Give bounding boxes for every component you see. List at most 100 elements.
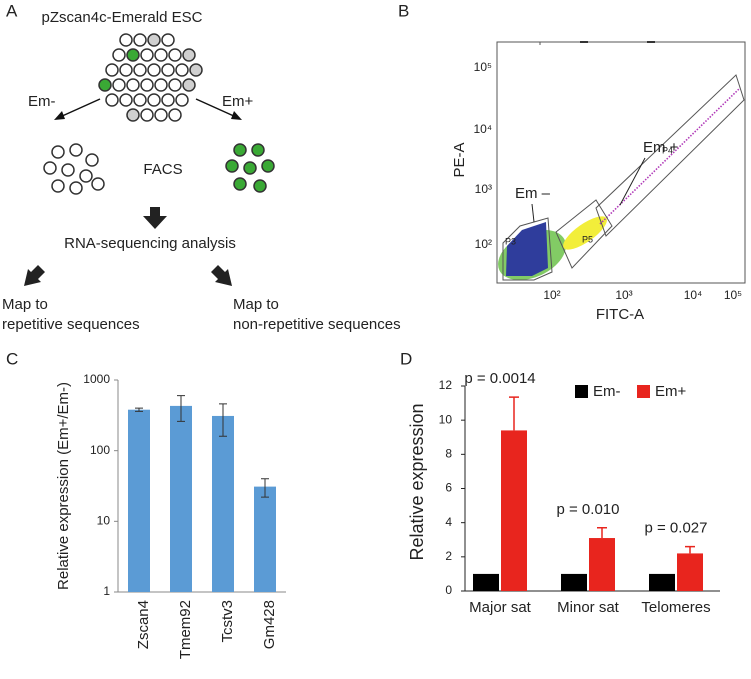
thick-arrow: [211, 265, 232, 286]
y-axis-label: PE-A: [451, 142, 468, 177]
event-trail: [599, 87, 741, 225]
gate: [555, 199, 613, 269]
cell: [119, 63, 133, 77]
error-bar: [219, 403, 227, 437]
diagram: pZscan4c-Emerald ESC Em- Em+ FACS RNA-se…: [2, 9, 401, 333]
cell: [161, 63, 175, 77]
cell: [112, 48, 126, 62]
cell: [98, 78, 112, 92]
cell: [182, 48, 196, 62]
y-tick-label: 12: [439, 378, 453, 392]
y-tick-label: 10: [439, 412, 453, 426]
cell: [140, 78, 154, 92]
output-text: Map to: [2, 296, 48, 313]
bar: [473, 573, 499, 591]
cell: [161, 93, 175, 107]
cell: [91, 177, 105, 191]
p-value: p = 0.010: [557, 501, 620, 518]
x-tick-label: Major sat: [469, 599, 532, 616]
cell: [69, 181, 83, 195]
y-tick-label: 100: [90, 443, 110, 457]
cell: [261, 159, 275, 173]
cell: [189, 63, 203, 77]
legend-swatch: [637, 385, 650, 398]
y-axis-label: Relative expression (Em+/Em-): [55, 382, 72, 590]
cell: [140, 48, 154, 62]
y-axis-label: Relative expression: [407, 403, 427, 560]
x-tick-label: 10⁴: [684, 288, 703, 302]
y-tick-label: 10²: [475, 237, 492, 251]
cell: [225, 159, 239, 173]
cell-cluster: [43, 33, 275, 195]
event-cloud: [563, 216, 607, 250]
output-text: repetitive sequences: [2, 316, 140, 333]
output-text: Map to: [233, 296, 279, 313]
legend-label: Em-: [593, 383, 621, 400]
x-tick-label: Tcstv3: [219, 600, 236, 643]
arrow: [59, 98, 101, 118]
gate-label: P4: [662, 145, 673, 155]
error-bar: [177, 395, 185, 422]
cell: [105, 93, 119, 107]
bar: [254, 486, 276, 592]
cell: [233, 143, 247, 157]
cell: [61, 163, 75, 177]
cell: [119, 33, 133, 47]
cell: [154, 108, 168, 122]
bar: [170, 405, 192, 592]
cell: [140, 108, 154, 122]
y-tick-label: 0: [445, 583, 452, 597]
population-label: Em +: [643, 139, 679, 156]
gate: [502, 217, 553, 281]
x-tick-label: Minor sat: [557, 599, 620, 616]
method-label: FACS: [143, 161, 182, 178]
y-tick-label: 4: [445, 515, 452, 529]
bar: [501, 430, 527, 591]
panel-label: A: [6, 1, 18, 20]
panel-label: C: [6, 349, 18, 368]
x-tick-label: 10³: [615, 288, 632, 302]
error-bar: [597, 527, 607, 539]
cell: [154, 78, 168, 92]
y-tick-label: 2: [445, 549, 452, 563]
cell: [243, 161, 257, 175]
arrowhead: [231, 111, 242, 120]
y-tick-label: 10³: [475, 182, 492, 196]
error-bar: [261, 478, 269, 498]
cell: [233, 177, 247, 191]
cell: [182, 78, 196, 92]
cell: [79, 169, 93, 183]
cell: [126, 78, 140, 92]
x-tick-label: 10⁵: [724, 288, 742, 302]
pointer: [531, 203, 535, 223]
cell: [105, 63, 119, 77]
cell: [147, 33, 161, 47]
arrow: [195, 98, 237, 118]
analysis-label: RNA-sequencing analysis: [64, 235, 236, 252]
cell: [168, 108, 182, 122]
bar: [649, 573, 675, 591]
y-tick-label: 6: [445, 481, 452, 495]
y-tick-label: 1: [103, 584, 110, 598]
gate-label: P3: [505, 236, 516, 246]
cell: [51, 145, 65, 159]
cell: [175, 63, 189, 77]
cell: [251, 143, 265, 157]
cell: [119, 93, 133, 107]
y-tick-label: 10⁵: [474, 60, 492, 74]
legend-label: Em+: [655, 383, 687, 400]
gate-label: P5: [582, 234, 593, 244]
cell: [168, 48, 182, 62]
legend-swatch: [575, 385, 588, 398]
diagram-title: pZscan4c-Emerald ESC: [42, 9, 203, 26]
cell: [133, 33, 147, 47]
left-label: Em-: [28, 93, 56, 110]
cell: [112, 78, 126, 92]
x-axis-label: FITC-A: [596, 306, 644, 323]
population-label: Em –: [515, 185, 551, 202]
thick-arrow: [143, 207, 167, 229]
y-tick-label: 10⁴: [473, 122, 492, 136]
cell: [175, 93, 189, 107]
cell: [154, 48, 168, 62]
cell: [253, 179, 267, 193]
